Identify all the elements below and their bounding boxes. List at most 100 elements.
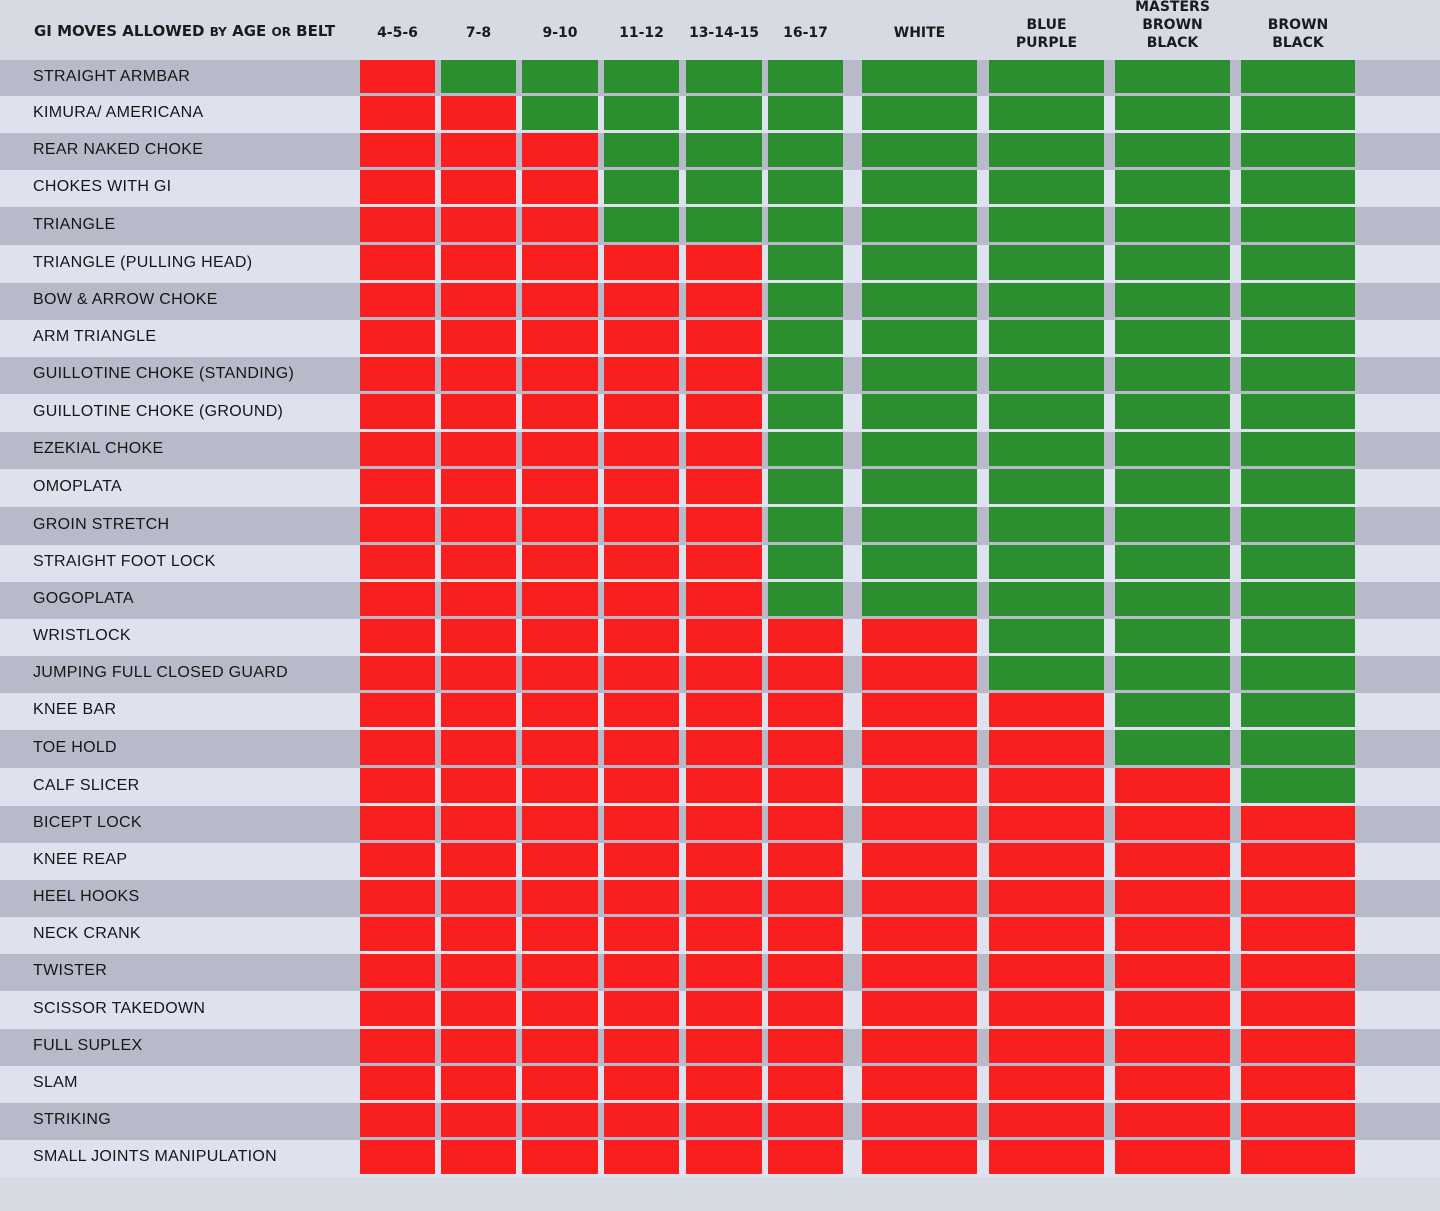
- cell-not-allowed: [686, 507, 762, 542]
- cell-not-allowed: [686, 1029, 762, 1063]
- cell-not-allowed: [441, 357, 516, 391]
- cell-allowed: [604, 170, 679, 204]
- cell-not-allowed: [360, 619, 435, 653]
- cell-not-allowed: [522, 806, 598, 840]
- cell-not-allowed: [604, 917, 679, 951]
- cell-not-allowed: [360, 954, 435, 988]
- cell-not-allowed: [862, 1029, 977, 1063]
- row-label: SCISSOR TAKEDOWN: [33, 1000, 206, 1017]
- cell-allowed: [1115, 619, 1230, 653]
- cell-not-allowed: [686, 843, 762, 877]
- cell-not-allowed: [1241, 991, 1355, 1026]
- cell-not-allowed: [1115, 880, 1230, 914]
- cell-not-allowed: [686, 469, 762, 504]
- cell-not-allowed: [522, 656, 598, 690]
- cell-allowed: [1115, 656, 1230, 690]
- cell-allowed: [1115, 170, 1230, 204]
- cell-allowed: [768, 207, 843, 242]
- cell-not-allowed: [522, 207, 598, 242]
- cell-not-allowed: [989, 1066, 1104, 1100]
- cell-not-allowed: [604, 730, 679, 765]
- cell-not-allowed: [441, 730, 516, 765]
- cell-not-allowed: [989, 693, 1104, 727]
- cell-not-allowed: [862, 619, 977, 653]
- cell-allowed: [862, 320, 977, 354]
- cell-allowed: [1241, 394, 1355, 429]
- cell-not-allowed: [360, 170, 435, 204]
- row-label: STRAIGHT FOOT LOCK: [33, 553, 216, 570]
- cell-not-allowed: [686, 730, 762, 765]
- cell-not-allowed: [360, 283, 435, 317]
- cell-not-allowed: [862, 730, 977, 765]
- cell-not-allowed: [441, 768, 516, 803]
- cell-not-allowed: [768, 1103, 843, 1137]
- cell-not-allowed: [862, 656, 977, 690]
- cell-allowed: [862, 545, 977, 579]
- cell-not-allowed: [1115, 1066, 1230, 1100]
- cell-not-allowed: [360, 507, 435, 542]
- cell-not-allowed: [522, 1103, 598, 1137]
- cell-not-allowed: [441, 1066, 516, 1100]
- cell-not-allowed: [1115, 954, 1230, 988]
- cell-allowed: [989, 619, 1104, 653]
- cell-not-allowed: [686, 545, 762, 579]
- cell-allowed: [604, 96, 679, 130]
- column-header: 16-17: [783, 25, 828, 41]
- cell-not-allowed: [604, 954, 679, 988]
- cell-allowed: [522, 96, 598, 130]
- cell-allowed: [686, 96, 762, 130]
- cell-not-allowed: [1241, 1029, 1355, 1063]
- row-label: TRIANGLE: [33, 216, 116, 233]
- cell-allowed: [1115, 283, 1230, 317]
- cell-not-allowed: [604, 245, 679, 280]
- cell-not-allowed: [768, 619, 843, 653]
- cell-allowed: [768, 170, 843, 204]
- cell-not-allowed: [604, 469, 679, 504]
- cell-not-allowed: [686, 432, 762, 466]
- cell-not-allowed: [768, 693, 843, 727]
- cell-not-allowed: [989, 1140, 1104, 1174]
- column-header: 9-10: [542, 25, 578, 41]
- row-label: GUILLOTINE CHOKE (GROUND): [33, 403, 284, 420]
- cell-not-allowed: [522, 170, 598, 204]
- cell-not-allowed: [686, 806, 762, 840]
- cell-not-allowed: [360, 245, 435, 280]
- cell-allowed: [862, 432, 977, 466]
- row-label: HEEL HOOKS: [33, 888, 140, 905]
- cell-not-allowed: [1241, 917, 1355, 951]
- cell-not-allowed: [522, 432, 598, 466]
- cell-not-allowed: [360, 768, 435, 803]
- cell-not-allowed: [686, 880, 762, 914]
- cell-not-allowed: [441, 806, 516, 840]
- cell-allowed: [1241, 582, 1355, 616]
- cell-allowed: [989, 507, 1104, 542]
- cell-not-allowed: [686, 768, 762, 803]
- cell-not-allowed: [604, 693, 679, 727]
- cell-not-allowed: [1241, 1066, 1355, 1100]
- cell-not-allowed: [862, 1066, 977, 1100]
- cell-not-allowed: [441, 545, 516, 579]
- cell-allowed: [768, 283, 843, 317]
- cell-allowed: [1241, 320, 1355, 354]
- cell-allowed: [768, 469, 843, 504]
- cell-allowed: [1241, 507, 1355, 542]
- cell-not-allowed: [441, 693, 516, 727]
- cell-not-allowed: [686, 245, 762, 280]
- row-label: CHOKES WITH GI: [33, 178, 172, 195]
- cell-not-allowed: [360, 1140, 435, 1174]
- cell-allowed: [768, 133, 843, 167]
- cell-allowed: [989, 96, 1104, 130]
- cell-not-allowed: [522, 693, 598, 727]
- cell-allowed: [1115, 133, 1230, 167]
- cell-not-allowed: [604, 843, 679, 877]
- cell-allowed: [768, 545, 843, 579]
- cell-not-allowed: [989, 843, 1104, 877]
- row-label: STRIKING: [33, 1111, 111, 1128]
- cell-not-allowed: [360, 545, 435, 579]
- cell-not-allowed: [768, 806, 843, 840]
- cell-not-allowed: [522, 357, 598, 391]
- cell-not-allowed: [768, 1066, 843, 1100]
- cell-allowed: [862, 394, 977, 429]
- cell-allowed: [1115, 245, 1230, 280]
